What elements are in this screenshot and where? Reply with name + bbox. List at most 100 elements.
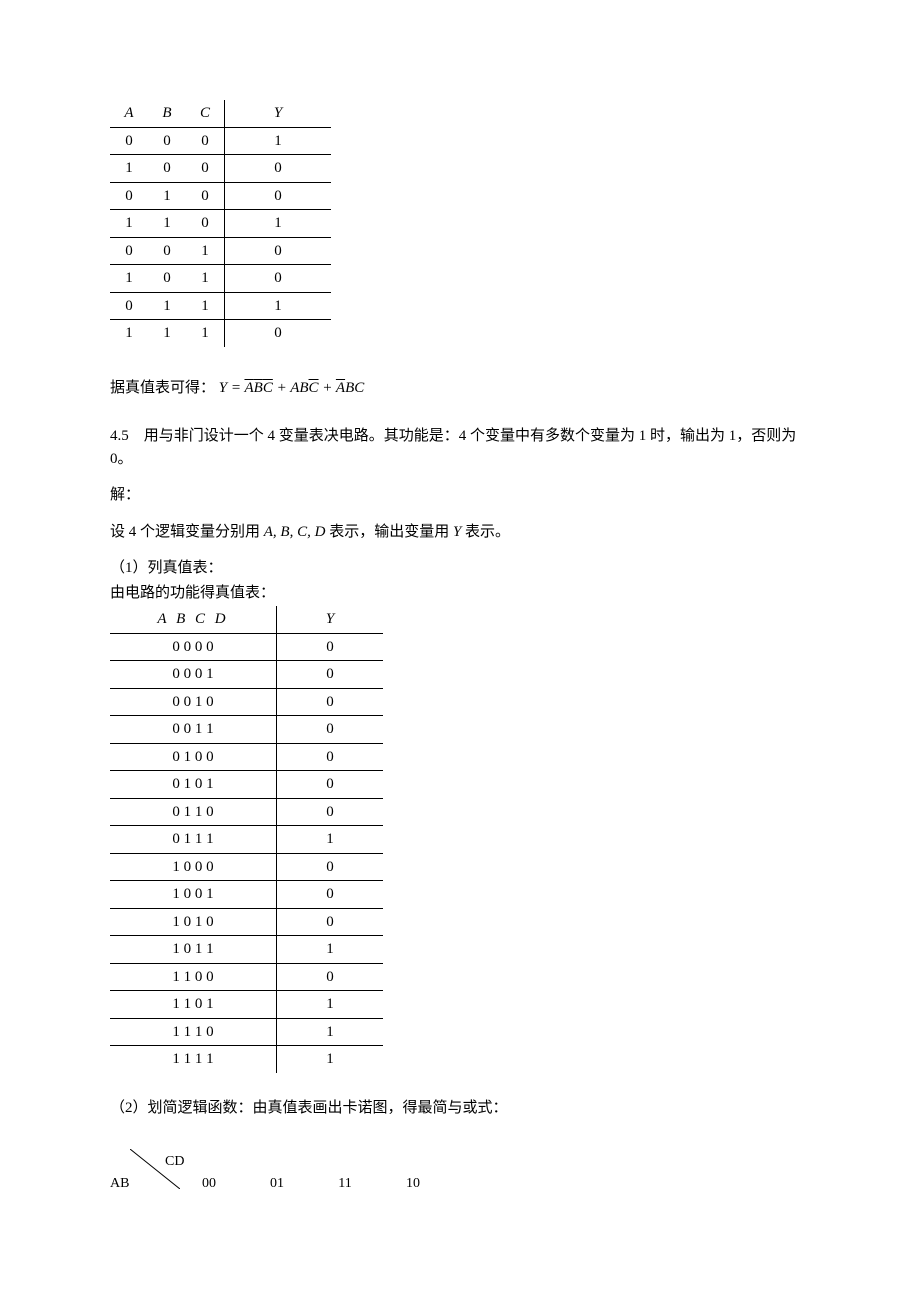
- tt1-cell: 0: [110, 237, 148, 265]
- eq-equals: =: [227, 380, 244, 396]
- tt1-cell: 1: [186, 265, 225, 293]
- tt1-cell: 1: [148, 210, 186, 238]
- tt2-cell: 1 1 1 0: [110, 1018, 277, 1046]
- kmap-col-headers: 00 01 11 10: [195, 1173, 427, 1194]
- tt1-cell: 1: [186, 292, 225, 320]
- tt1-cell: 0: [110, 127, 148, 155]
- eq-t2-B: B: [299, 380, 308, 396]
- tt1-cell: 0: [110, 292, 148, 320]
- eq-t1-Bbar: B: [254, 380, 263, 396]
- tt1-header-B: B: [148, 100, 186, 127]
- tt1-cell: 0: [186, 210, 225, 238]
- tt1-cell: 1: [110, 210, 148, 238]
- document-page: A B C Y 0001 1000 0100 1101 0010 1010 01…: [0, 0, 920, 1302]
- tt2-cell: 0 0 0 0: [110, 633, 277, 661]
- tt1-cell: 0: [186, 127, 225, 155]
- vars-abcd: A, B, C, D: [264, 524, 326, 540]
- tt1-cell: 0: [186, 182, 225, 210]
- kmap-header: AB CD 00 01 11 10: [110, 1149, 470, 1199]
- tt2-cell: 1 0 1 0: [110, 908, 277, 936]
- tt2-cell: 0: [277, 633, 384, 661]
- tt1-cell: 0: [148, 127, 186, 155]
- eq-t2-A: A: [290, 380, 299, 396]
- tt1-cell: 0: [225, 320, 332, 347]
- tt2-header-abcd: A B C D: [110, 606, 277, 633]
- tt2-cell: 1 1 0 1: [110, 991, 277, 1019]
- kmap-col-01: 01: [263, 1173, 291, 1194]
- tt1-cell: 1: [186, 320, 225, 347]
- tt2-cell: 0: [277, 963, 384, 991]
- tt1-cell: 1: [148, 182, 186, 210]
- eq-plus1: +: [273, 380, 290, 396]
- tt2-cell: 0: [277, 743, 384, 771]
- kmap-col-00: 00: [195, 1173, 223, 1194]
- tt1-cell: 0: [148, 237, 186, 265]
- tt1-cell: 1: [148, 320, 186, 347]
- tt1-cell: 0: [225, 265, 332, 293]
- tt2-cell: 1 0 0 0: [110, 853, 277, 881]
- tt2-cell: 1 0 0 1: [110, 881, 277, 909]
- tt1-cell: 1: [225, 292, 332, 320]
- tt2-cell: 1: [277, 991, 384, 1019]
- eq-t1-Abar: A: [244, 380, 253, 396]
- tt2-cell: 1 0 1 1: [110, 936, 277, 964]
- vars-mid: 表示，输出变量用: [325, 524, 453, 540]
- tt2-cell: 0: [277, 853, 384, 881]
- tt1-cell: 0: [148, 265, 186, 293]
- solution-label: 解：: [110, 484, 810, 507]
- eq-t3-Abar: A: [336, 380, 345, 396]
- eq-Y: Y: [219, 380, 227, 396]
- tt2-cell: 0: [277, 798, 384, 826]
- eq-t3-B: B: [345, 380, 354, 396]
- tt1-header-Y: Y: [225, 100, 332, 127]
- tt1-cell: 1: [110, 320, 148, 347]
- tt2-cell: 0: [277, 688, 384, 716]
- tt2-cell: 1: [277, 1018, 384, 1046]
- tt2-cell: 0 1 1 0: [110, 798, 277, 826]
- tt2-cell: 0: [277, 716, 384, 744]
- kmap-col-10: 10: [399, 1173, 427, 1194]
- kmap-col-11: 11: [331, 1173, 359, 1194]
- tt2-cell: 0: [277, 881, 384, 909]
- tt1-cell: 0: [225, 237, 332, 265]
- eq-t3-C: C: [354, 380, 364, 396]
- tt1-cell: 0: [225, 155, 332, 183]
- eq-prefix: 据真值表可得：: [110, 380, 215, 396]
- tt2-cell: 1 1 0 0: [110, 963, 277, 991]
- kmap-col-label: CD: [165, 1151, 184, 1172]
- tt1-header-A: A: [110, 100, 148, 127]
- tt2-cell: 1 1 1 1: [110, 1046, 277, 1073]
- tt2-cell: 1: [277, 1046, 384, 1073]
- tt2-cell: 0: [277, 771, 384, 799]
- tt2-cell: 1: [277, 936, 384, 964]
- tt1-cell: 1: [148, 292, 186, 320]
- tt1-cell: 1: [110, 265, 148, 293]
- tt1-cell: 1: [110, 155, 148, 183]
- problem-statement: 4.5 用与非门设计一个 4 变量表决电路。其功能是：4 个变量中有多数个变量为…: [110, 425, 810, 470]
- tt1-cell: 0: [225, 182, 332, 210]
- tt2-cell: 0: [277, 908, 384, 936]
- tt1-cell: 1: [225, 127, 332, 155]
- step1-sub: 由电路的功能得真值表：: [110, 582, 810, 605]
- eq-plus2: +: [319, 380, 336, 396]
- variables-line: 设 4 个逻辑变量分别用 A, B, C, D 表示，输出变量用 Y 表示。: [110, 521, 810, 544]
- tt1-cell: 1: [186, 237, 225, 265]
- tt2-cell: 0 0 1 0: [110, 688, 277, 716]
- eq-t1-Cbar: C: [263, 380, 273, 396]
- tt2-cell: 0: [277, 661, 384, 689]
- equation-line: 据真值表可得： Y = ABC + ABC + ABC: [110, 377, 810, 400]
- tt2-header-Y: Y: [277, 606, 384, 633]
- tt2-cell: 0 1 0 0: [110, 743, 277, 771]
- tt1-cell: 0: [110, 182, 148, 210]
- tt2-cell: 1: [277, 826, 384, 854]
- vars-post: 表示。: [461, 524, 510, 540]
- tt1-cell: 0: [148, 155, 186, 183]
- eq-t2-Cbar: C: [309, 380, 319, 396]
- tt1-cell: 1: [225, 210, 332, 238]
- tt1-header-C: C: [186, 100, 225, 127]
- truth-table-3var: A B C Y 0001 1000 0100 1101 0010 1010 01…: [110, 100, 331, 347]
- tt1-cell: 0: [186, 155, 225, 183]
- tt2-cell: 0 1 1 1: [110, 826, 277, 854]
- vars-pre: 设 4 个逻辑变量分别用: [110, 524, 264, 540]
- tt2-cell: 0 1 0 1: [110, 771, 277, 799]
